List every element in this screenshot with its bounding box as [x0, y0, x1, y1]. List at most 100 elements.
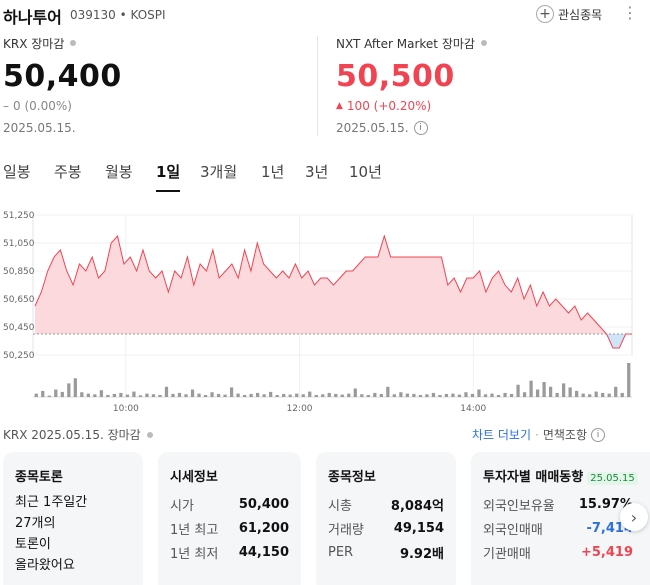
- discussion-card[interactable]: 종목토론 최근 1주일간 27개의 토론이 올라왔어요: [3, 452, 143, 585]
- stock-name: 하나투어: [3, 8, 62, 27]
- volume-bar: [314, 394, 318, 397]
- volume-bar: [80, 392, 84, 397]
- volume-bar: [575, 390, 579, 397]
- volume-bar: [138, 395, 143, 397]
- info-row: 1년 최저 44,150: [170, 540, 289, 564]
- row-key: PER: [328, 544, 354, 560]
- investor-card[interactable]: 투자자별 매매동향 25.05.15 외국인보유율 15.97% 외국인매매 -7,4…: [471, 452, 650, 585]
- tab-10years[interactable]: 10년: [349, 163, 382, 181]
- volume-bar: [295, 393, 299, 397]
- row-value: 61,200: [238, 520, 289, 536]
- chart-links: 차트 더보기 · 면책조항 i: [472, 426, 606, 443]
- discussion-title: 종목토론: [15, 470, 63, 485]
- tab-3months[interactable]: 3개월: [200, 163, 238, 181]
- volume-bar: [568, 387, 572, 397]
- volume-bar: [249, 393, 253, 397]
- stock-info-title: 종목정보: [328, 470, 376, 485]
- kebab-icon[interactable]: ⋮: [622, 3, 638, 22]
- volume-bar: [483, 394, 488, 397]
- volume-bar: [405, 393, 410, 397]
- date-badge: 25.05.15: [587, 472, 638, 485]
- krx-price: 50,400: [3, 59, 122, 94]
- status-dot-icon: [146, 431, 153, 438]
- y-tick-label: 51,250: [3, 211, 35, 221]
- volume-bar: [601, 392, 605, 397]
- volume-bar: [171, 393, 175, 397]
- volume-bar: [151, 394, 156, 397]
- volume-bar: [93, 394, 97, 397]
- volume-bar: [145, 393, 149, 397]
- up-triangle-icon: ▲: [336, 101, 343, 111]
- tab-1year[interactable]: 1년: [261, 163, 285, 181]
- nxt-date: 2025.05.15. i: [336, 119, 636, 137]
- volume-bar: [535, 389, 540, 397]
- market-info-card[interactable]: 시세정보 시가 50,400 1년 최고 61,200 1년 최저 44,150: [158, 452, 301, 585]
- volume-bar: [301, 394, 305, 397]
- watchlist-label: 관심종목: [558, 7, 603, 22]
- disclaimer-link[interactable]: 면책조항: [542, 428, 588, 442]
- price-area-down: [35, 334, 632, 348]
- volume-bar: [184, 394, 188, 397]
- volume-bar: [164, 386, 169, 397]
- volume-bar: [54, 389, 58, 397]
- intraday-chart[interactable]: 51,250 51,050 50,850 50,650 50,450 50,250 10:0…: [0, 205, 650, 420]
- flat-dash-icon: –: [3, 99, 9, 113]
- tab-daily[interactable]: 일봉: [3, 163, 31, 181]
- volume-bar: [425, 394, 429, 397]
- volume-bar: [132, 391, 136, 397]
- row-key: 외국인보유율: [483, 498, 555, 514]
- row-value: 15.97%: [578, 496, 633, 512]
- row-value: 50,400: [238, 496, 289, 512]
- volume-bar: [177, 392, 182, 397]
- tab-weekly[interactable]: 주봉: [54, 163, 82, 181]
- volume-bar: [418, 394, 423, 397]
- market-info-title: 시세정보: [170, 470, 218, 485]
- volume-bar: [392, 394, 396, 397]
- volume-bar: [41, 390, 45, 397]
- krx-label-text: KRX 장마감: [3, 36, 65, 51]
- info-icon[interactable]: i: [413, 121, 428, 135]
- tab-3years[interactable]: 3년: [305, 163, 329, 181]
- watchlist-button[interactable]: + 관심종목: [536, 3, 602, 25]
- volume-bar: [47, 395, 51, 397]
- summary-cards: 종목토론 최근 1주일간 27개의 토론이 올라왔어요 시세정보 시가 50,40…: [0, 452, 650, 585]
- volume-bar: [308, 391, 312, 397]
- volume-bar: [548, 386, 553, 397]
- tab-1day[interactable]: 1일: [156, 160, 181, 192]
- volume-bar: [112, 393, 117, 397]
- price-line: [34, 234, 632, 349]
- volume-bar: [555, 392, 559, 397]
- stock-info-card[interactable]: 종목정보 시총 8,084억 거래량 49,154 PER 9.92배: [316, 452, 456, 585]
- volume-bar: [125, 394, 130, 397]
- volume-bar: [607, 393, 611, 397]
- volume-bar: [67, 383, 71, 397]
- y-tick-label: 50,650: [3, 295, 35, 305]
- stock-code-market: 039130 • KOSPI: [70, 8, 166, 22]
- more-chart-link[interactable]: 차트 더보기: [472, 428, 532, 442]
- volume-bar: [522, 392, 527, 397]
- plus-icon: +: [536, 5, 554, 23]
- info-row: 외국인매매 -7,414: [483, 516, 633, 540]
- discussion-line: 최근 1주일간: [15, 495, 88, 510]
- volume-bar: [229, 387, 234, 397]
- volume-bar: [516, 384, 520, 397]
- y-tick-label: 50,850: [3, 267, 35, 277]
- krx-change-text: 0 (0.00%): [13, 99, 72, 113]
- status-dot-icon: [480, 40, 487, 46]
- info-row: 기관매매 +5,419: [483, 540, 633, 564]
- volume-bar: [431, 392, 436, 397]
- info-row: PER 9.92배: [328, 540, 444, 564]
- chevron-right-icon[interactable]: ›: [620, 503, 648, 531]
- y-tick-label: 50,250: [3, 351, 35, 361]
- volume-bar: [197, 393, 201, 397]
- info-icon[interactable]: i: [591, 427, 606, 442]
- krx-change: – 0 (0.00%): [3, 97, 303, 115]
- tab-monthly[interactable]: 월봉: [105, 163, 133, 181]
- status-dot-icon: [70, 40, 77, 46]
- volume-bar: [282, 393, 286, 397]
- volume-bar: [457, 394, 462, 397]
- discussion-line: 27개의: [15, 516, 56, 531]
- volume-bar: [340, 394, 344, 397]
- volume-bar: [275, 394, 279, 397]
- volume-bar: [106, 394, 110, 397]
